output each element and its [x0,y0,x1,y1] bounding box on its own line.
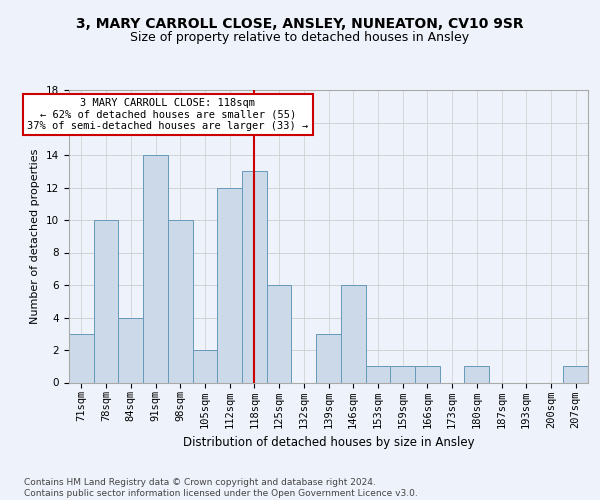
Bar [464,366,489,382]
Y-axis label: Number of detached properties: Number of detached properties [31,148,40,324]
X-axis label: Distribution of detached houses by size in Ansley: Distribution of detached houses by size … [182,436,475,449]
Text: Size of property relative to detached houses in Ansley: Size of property relative to detached ho… [130,31,470,44]
Bar [94,220,118,382]
Bar [316,334,341,382]
Text: 3, MARY CARROLL CLOSE, ANSLEY, NUNEATON, CV10 9SR: 3, MARY CARROLL CLOSE, ANSLEY, NUNEATON,… [76,18,524,32]
Bar [193,350,217,382]
Bar [69,334,94,382]
Bar [390,366,415,382]
Bar [415,366,440,382]
Text: Contains HM Land Registry data © Crown copyright and database right 2024.
Contai: Contains HM Land Registry data © Crown c… [24,478,418,498]
Bar [168,220,193,382]
Bar [143,155,168,382]
Bar [563,366,588,382]
Bar [267,285,292,382]
Text: 3 MARY CARROLL CLOSE: 118sqm
← 62% of detached houses are smaller (55)
37% of se: 3 MARY CARROLL CLOSE: 118sqm ← 62% of de… [27,98,308,131]
Bar [365,366,390,382]
Bar [242,171,267,382]
Bar [217,188,242,382]
Bar [118,318,143,382]
Bar [341,285,365,382]
